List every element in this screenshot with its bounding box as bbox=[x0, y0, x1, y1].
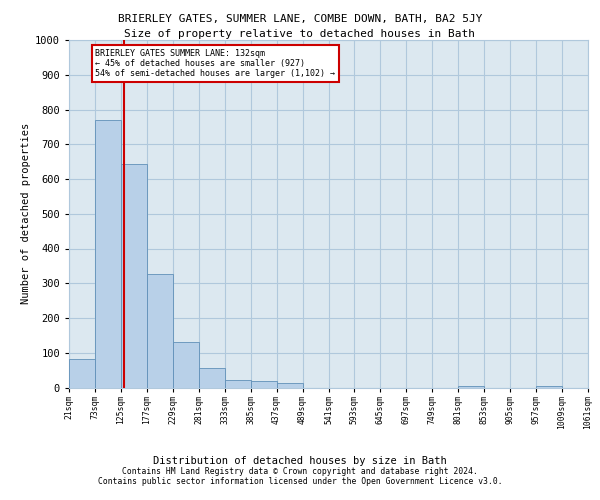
Bar bbox=[224, 380, 251, 388]
Bar bbox=[199, 368, 224, 388]
Bar bbox=[121, 164, 147, 388]
Bar bbox=[536, 386, 562, 388]
Bar bbox=[277, 384, 302, 388]
Bar bbox=[458, 386, 484, 388]
Bar bbox=[69, 359, 95, 388]
Text: BRIERLEY GATES, SUMMER LANE, COMBE DOWN, BATH, BA2 5JY: BRIERLEY GATES, SUMMER LANE, COMBE DOWN,… bbox=[118, 14, 482, 24]
Y-axis label: Number of detached properties: Number of detached properties bbox=[21, 123, 31, 304]
Bar bbox=[147, 274, 173, 388]
Text: Size of property relative to detached houses in Bath: Size of property relative to detached ho… bbox=[125, 29, 476, 39]
Text: Distribution of detached houses by size in Bath: Distribution of detached houses by size … bbox=[153, 456, 447, 466]
Bar bbox=[173, 342, 199, 388]
Bar bbox=[251, 381, 277, 388]
Text: Contains HM Land Registry data © Crown copyright and database right 2024.: Contains HM Land Registry data © Crown c… bbox=[122, 467, 478, 476]
Text: BRIERLEY GATES SUMMER LANE: 132sqm
← 45% of detached houses are smaller (927)
54: BRIERLEY GATES SUMMER LANE: 132sqm ← 45%… bbox=[95, 48, 335, 78]
Text: Contains public sector information licensed under the Open Government Licence v3: Contains public sector information licen… bbox=[98, 477, 502, 486]
Bar bbox=[95, 120, 121, 388]
